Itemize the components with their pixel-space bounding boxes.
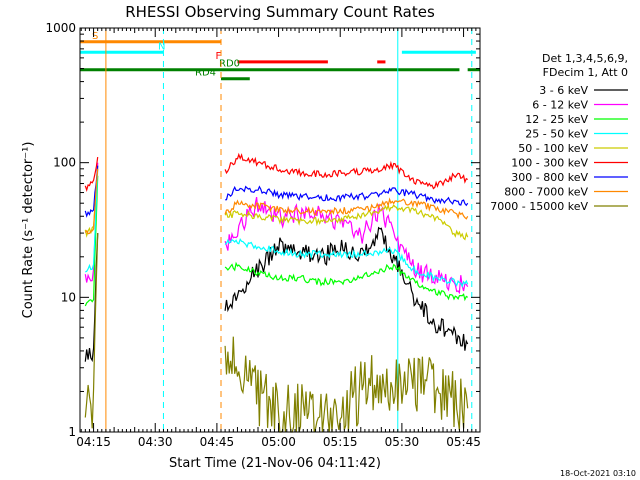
bar-label-s: S [92,31,98,42]
legend-label-5: 100 - 300 keV [511,157,588,170]
plot-frame [79,27,481,433]
bar-label-f: F [215,51,221,62]
x-tick-label-5: 05:30 [385,435,420,449]
series-line-0-part-1 [224,226,469,351]
legend-label-6: 300 - 800 keV [511,171,588,184]
series-line-5-part-0 [84,157,99,193]
legend-label-2: 12 - 25 keV [525,113,588,126]
series-line-6-part-0 [84,165,99,218]
y-tick-label-2: 100 [53,156,76,170]
legend-label-1: 6 - 12 keV [532,99,588,112]
series-line-3-part-1 [224,237,469,288]
x-tick-label-6: 05:45 [446,435,481,449]
legend-label-8: 7000 - 15000 keV [490,200,588,213]
x-axis-label: Start Time (21-Nov-06 04:11:42) [169,456,381,471]
bar-label-rd0: RD0 [219,59,240,70]
series-line-8-part-1 [224,336,469,433]
x-tick-label-4: 05:15 [323,435,358,449]
legend-header-line-2: FDecim 1, Att 0 [543,66,628,79]
series-line-7-part-1 [224,197,469,220]
x-tick-label-2: 04:45 [200,435,235,449]
series-line-7-part-0 [84,168,99,235]
series-line-2-part-0 [84,175,99,307]
bar-label-rd4: RD4 [195,68,216,79]
x-tick-label-1: 04:30 [138,435,173,449]
series-line-4-part-1 [224,203,469,241]
y-tick-label-0: 1 [68,425,76,439]
series-line-5-part-1 [224,152,468,190]
legend-label-0: 3 - 6 keV [539,84,588,97]
legend-label-4: 50 - 100 keV [518,142,588,155]
series-line-6-part-1 [225,185,469,207]
x-tick-label-0: 04:15 [76,435,111,449]
legend: Det 1,3,4,5,6,9, FDecim 1, Att 0 3 - 6 k… [490,52,628,213]
x-tick-label-3: 05:00 [261,435,296,449]
series-line-3-part-0 [85,168,99,273]
legend-header-line-1: Det 1,3,4,5,6,9, [542,52,628,65]
legend-label-7: 800 - 7000 keV [504,186,588,199]
chart-title: RHESSI Observing Summary Count Rates [125,3,435,21]
y-tick-label-3: 1000 [45,21,76,35]
series-line-2-part-1 [224,261,468,302]
y-tick-label-1: 10 [61,290,76,304]
legend-label-3: 25 - 50 keV [525,128,588,141]
y-axis-label: Count Rate (s⁻¹ detector⁻¹) [21,142,36,319]
bar-label-n: N [158,41,165,52]
timestamp: 18-Oct-2021 03:10 [560,469,636,478]
series-line-8-part-0 [84,233,99,429]
